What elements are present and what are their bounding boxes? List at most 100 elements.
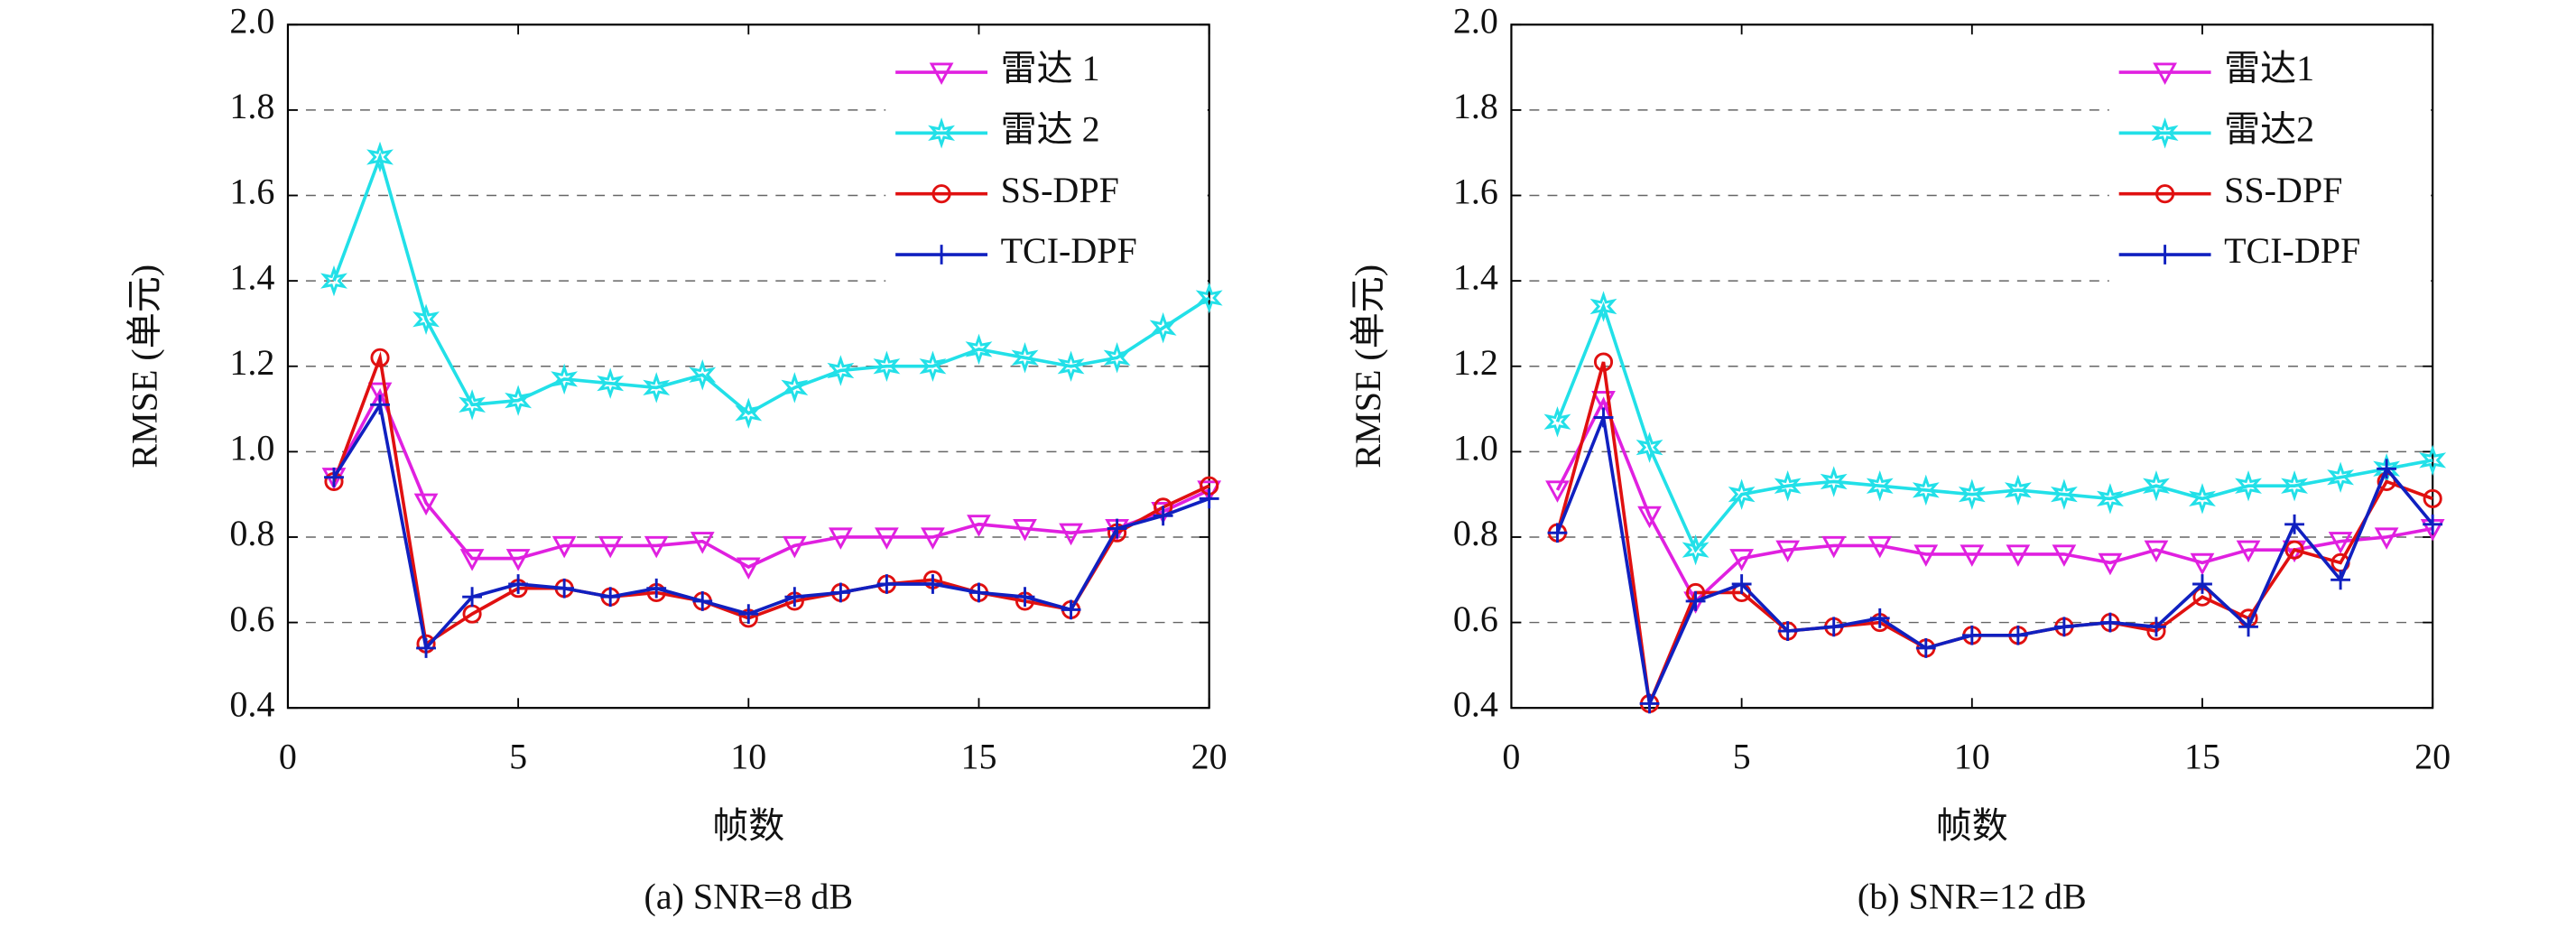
- marker: [370, 348, 390, 367]
- x-tick-label: 15: [2184, 737, 2220, 777]
- legend-label: TCI-DPF: [2224, 230, 2360, 271]
- marker: [967, 515, 991, 537]
- y-tick-label: 0.6: [229, 599, 274, 639]
- marker: [1731, 574, 1752, 594]
- marker: [2098, 552, 2123, 576]
- marker: [1059, 523, 1083, 546]
- marker: [830, 582, 851, 603]
- marker: [1913, 544, 1939, 567]
- plot-frame: [286, 23, 1210, 710]
- legend-box: [2108, 45, 2432, 283]
- marker: [689, 358, 717, 391]
- marker: [1637, 506, 1662, 529]
- marker: [2007, 625, 2028, 645]
- marker: [2423, 488, 2442, 508]
- plot-frame: [1510, 23, 2434, 710]
- marker: [2151, 117, 2179, 149]
- marker: [1153, 506, 1173, 526]
- marker: [1823, 617, 1844, 637]
- caption: (b) SNR=12 dB: [1858, 876, 2087, 916]
- marker: [738, 604, 759, 625]
- marker: [366, 141, 394, 173]
- series-line: [332, 387, 1210, 570]
- marker: [736, 557, 761, 580]
- marker: [692, 591, 713, 611]
- marker: [929, 62, 954, 86]
- marker: [1589, 291, 1617, 322]
- marker: [968, 582, 989, 603]
- marker: [1728, 478, 1756, 510]
- marker: [505, 549, 531, 571]
- y-tick-label: 0.8: [1453, 513, 1498, 553]
- marker: [1057, 350, 1085, 382]
- y-tick-label: 1.2: [229, 342, 274, 383]
- marker: [1543, 405, 1571, 438]
- y-tick-label: 0.4: [229, 683, 274, 724]
- marker: [1821, 535, 1847, 559]
- marker: [921, 527, 945, 550]
- x-tick-label: 15: [960, 737, 996, 777]
- marker: [1961, 625, 1982, 645]
- legend-label: 雷达 1: [1001, 48, 1100, 88]
- y-tick-label: 1.8: [229, 86, 274, 126]
- series-line: [332, 400, 1210, 652]
- y-tick-label: 1.0: [1453, 428, 1498, 469]
- marker: [646, 578, 667, 599]
- marker: [781, 372, 809, 404]
- marker: [459, 549, 485, 571]
- x-tick-label: 10: [1954, 737, 1990, 777]
- marker: [2284, 540, 2304, 560]
- marker: [1015, 587, 1035, 608]
- x-tick-label: 20: [2414, 737, 2451, 777]
- marker: [2374, 527, 2399, 550]
- marker: [1103, 342, 1131, 374]
- y-tick-label: 0.4: [1453, 683, 1498, 724]
- x-tick-label: 0: [1502, 737, 1520, 777]
- marker: [413, 493, 439, 516]
- marker: [2423, 514, 2443, 534]
- marker: [690, 532, 715, 554]
- series-line: [1555, 396, 2433, 604]
- marker: [1107, 518, 1127, 539]
- marker: [324, 467, 344, 487]
- x-tick-label: 20: [1191, 737, 1228, 777]
- marker: [782, 535, 807, 559]
- marker: [1635, 432, 1663, 463]
- legend-label: 雷达1: [2224, 48, 2314, 88]
- x-axis-label: 帧数: [712, 805, 784, 846]
- x-tick-label: 5: [509, 737, 527, 777]
- marker: [931, 245, 952, 264]
- marker: [2327, 461, 2355, 493]
- legend-label: TCI-DPF: [1001, 230, 1137, 271]
- marker: [1775, 540, 1801, 563]
- marker: [1011, 342, 1039, 374]
- marker: [1869, 608, 1890, 628]
- y-tick-label: 2.0: [1453, 0, 1498, 41]
- legend-label: 雷达2: [2224, 109, 2314, 150]
- marker: [644, 535, 669, 559]
- marker: [1685, 591, 1706, 611]
- marker: [505, 385, 533, 416]
- marker: [2284, 514, 2304, 534]
- x-tick-label: 10: [730, 737, 766, 777]
- marker: [554, 578, 575, 599]
- marker: [2100, 612, 2120, 633]
- marker: [508, 574, 529, 594]
- y-tick-label: 0.6: [1453, 599, 1498, 639]
- y-tick-label: 0.8: [229, 513, 274, 553]
- caption: (a) SNR=8 dB: [644, 876, 854, 916]
- marker: [412, 303, 440, 335]
- legend-label: 雷达 2: [1001, 109, 1100, 150]
- marker: [931, 184, 951, 204]
- marker: [2328, 532, 2353, 554]
- marker: [1729, 549, 1754, 571]
- marker: [919, 350, 947, 382]
- marker: [922, 574, 943, 594]
- marker: [1777, 621, 1798, 641]
- marker: [876, 574, 897, 594]
- marker: [597, 367, 625, 399]
- y-tick-label: 1.4: [1453, 256, 1498, 297]
- marker: [1639, 693, 1660, 714]
- x-axis-label: 帧数: [1936, 805, 2008, 846]
